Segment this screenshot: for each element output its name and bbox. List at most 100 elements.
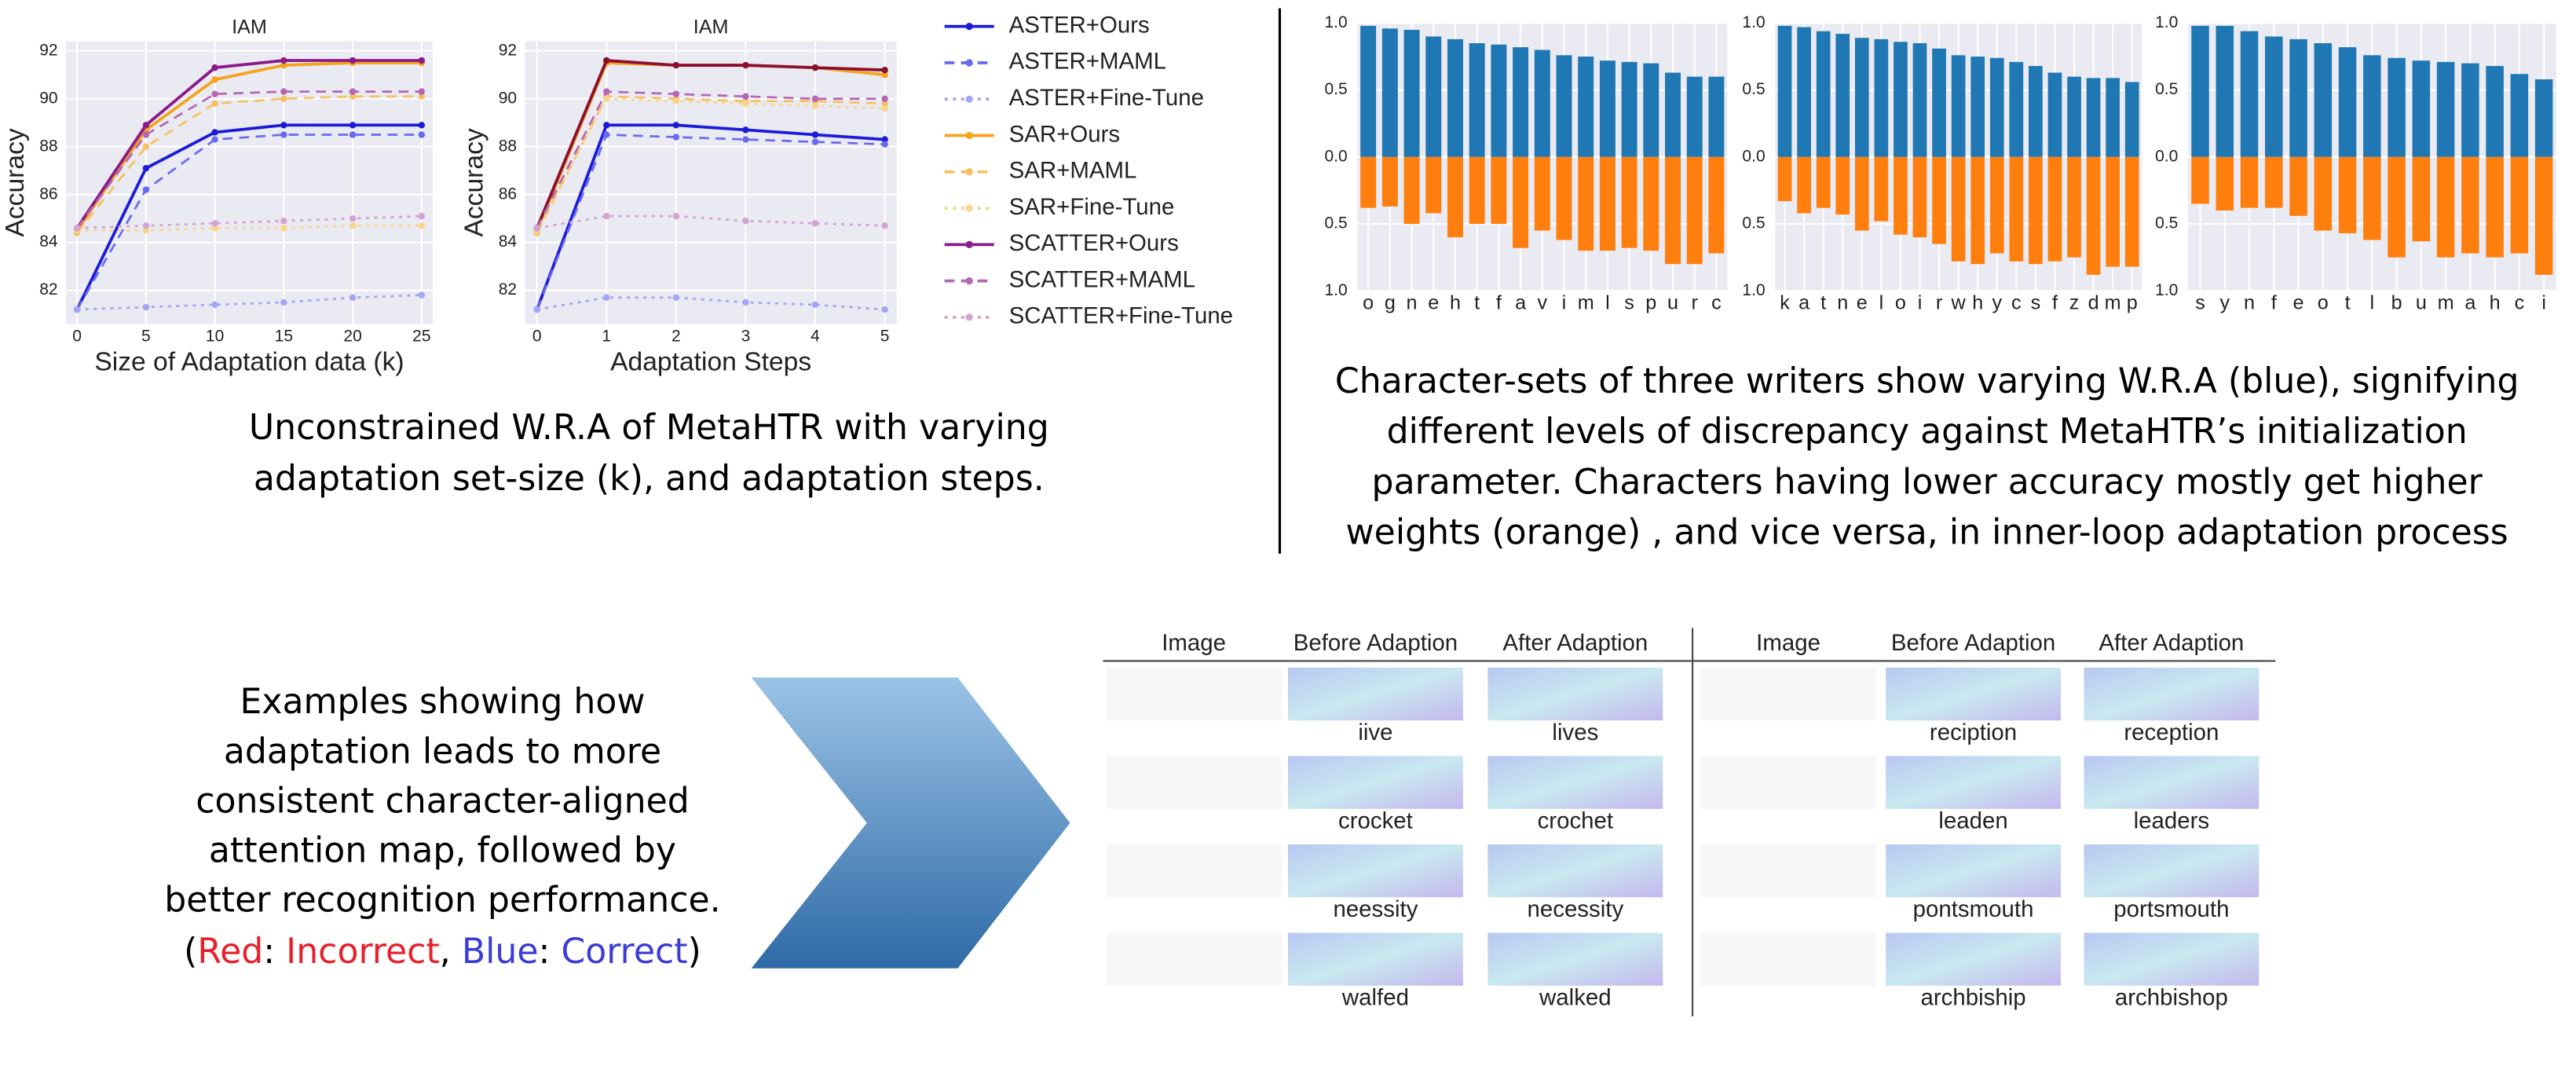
bar (1447, 38, 1463, 157)
attention-map (1487, 667, 1663, 721)
x-axis-label: Adaptation Steps (610, 348, 811, 377)
point (742, 100, 749, 108)
note-part: ) (688, 932, 701, 972)
x-tick-label: t (1474, 292, 1480, 314)
y-tick-label: 82 (499, 280, 517, 298)
point (881, 136, 888, 143)
table-header: Image (1162, 630, 1226, 656)
y-tick-label: 88 (39, 137, 57, 155)
bar (2265, 36, 2283, 157)
handwriting-image (1700, 932, 1876, 986)
bar (2067, 76, 2081, 157)
bar (1835, 156, 1850, 215)
y-tick-label: 86 (39, 185, 57, 203)
bar (2436, 61, 2455, 157)
point (142, 222, 150, 229)
x-tick-label: f (1496, 292, 1502, 314)
bar (1989, 57, 2004, 157)
y-tick-label: 90 (499, 89, 517, 107)
point (349, 294, 357, 301)
y-tick-label: 82 (39, 280, 57, 298)
bar (1835, 34, 1850, 157)
y-tick-label: 84 (499, 233, 518, 251)
point (533, 306, 540, 313)
x-tick-label: 1 (602, 328, 611, 346)
bar (2338, 47, 2357, 157)
bar (2388, 156, 2406, 258)
x-tick-label: p (1645, 292, 1656, 314)
legend-note: (Red: Incorrect, Blue: Correct) (184, 932, 701, 972)
x-tick-label: h (1450, 292, 1461, 314)
note-part: : (539, 932, 562, 972)
bar (2106, 156, 2120, 267)
point (142, 143, 150, 150)
point (73, 306, 81, 313)
point (603, 88, 610, 95)
x-tick-label: l (2370, 292, 2375, 314)
x-tick-label: c (1711, 292, 1722, 314)
x-tick-label: e (1857, 292, 1868, 314)
bar (1912, 156, 1927, 238)
point (142, 303, 150, 311)
point (742, 93, 749, 100)
point (603, 57, 610, 64)
x-tick-label: f (2052, 292, 2058, 314)
x-tick-label: 2 (671, 328, 681, 346)
point (280, 95, 287, 102)
series-line (536, 134, 885, 310)
correct-prediction: walked (1539, 984, 1612, 1010)
attention-map (1288, 932, 1463, 986)
x-tick-label: 20 (343, 328, 361, 346)
bar (1874, 156, 1889, 222)
bar (2216, 25, 2234, 157)
x-tick-label: i (2541, 292, 2546, 314)
x-tick-label: p (2127, 292, 2138, 314)
x-tick-label: o (1363, 292, 1374, 314)
x-axis-label: Size of Adaptation data (k) (94, 348, 404, 377)
point (280, 218, 287, 225)
point (881, 141, 888, 148)
series-line (75, 123, 422, 310)
bar (2486, 65, 2504, 157)
y-axis-label: Accuracy (1, 128, 30, 236)
y-tick-label: 1.0 (2155, 281, 2178, 299)
y-tick-label: 1.0 (1742, 281, 1765, 299)
x-tick-label: a (2464, 292, 2476, 314)
bar (1425, 156, 1442, 214)
bar (1874, 38, 1889, 157)
x-tick-label: h (1972, 292, 1983, 314)
bar (1491, 44, 1507, 157)
point (418, 212, 426, 220)
legend-marker (965, 204, 973, 212)
legend-label: SCATTER+Ours (1009, 230, 1179, 256)
correct-prediction: leaders (2134, 808, 2210, 833)
x-tick-label: u (1667, 292, 1678, 314)
note-part: Red (197, 932, 263, 972)
y-tick-label: 0.0 (1324, 147, 1347, 165)
point (211, 136, 218, 143)
y-tick-label: 88 (499, 137, 517, 155)
y-tick-label: 1.0 (1742, 13, 1765, 31)
x-tick-label: k (1780, 292, 1790, 314)
point (280, 298, 287, 306)
incorrect-prediction: leaden (1938, 808, 2007, 833)
attention-map (1288, 756, 1463, 809)
bar (1816, 31, 1831, 157)
series-line (75, 61, 422, 232)
y-tick-label: 0.5 (2155, 80, 2178, 98)
handwriting-image (1700, 667, 1876, 721)
bar (2124, 156, 2139, 267)
point (811, 220, 819, 227)
series-line (75, 134, 422, 310)
legend-marker (965, 168, 973, 176)
x-tick-label: m (1578, 292, 1594, 314)
bar (1686, 76, 1703, 157)
bar (2412, 60, 2431, 157)
point (211, 220, 218, 227)
x-tick-label: y (1992, 292, 2002, 314)
series-line (536, 90, 885, 229)
x-tick-label: h (2490, 292, 2501, 314)
bar (1534, 49, 1550, 157)
